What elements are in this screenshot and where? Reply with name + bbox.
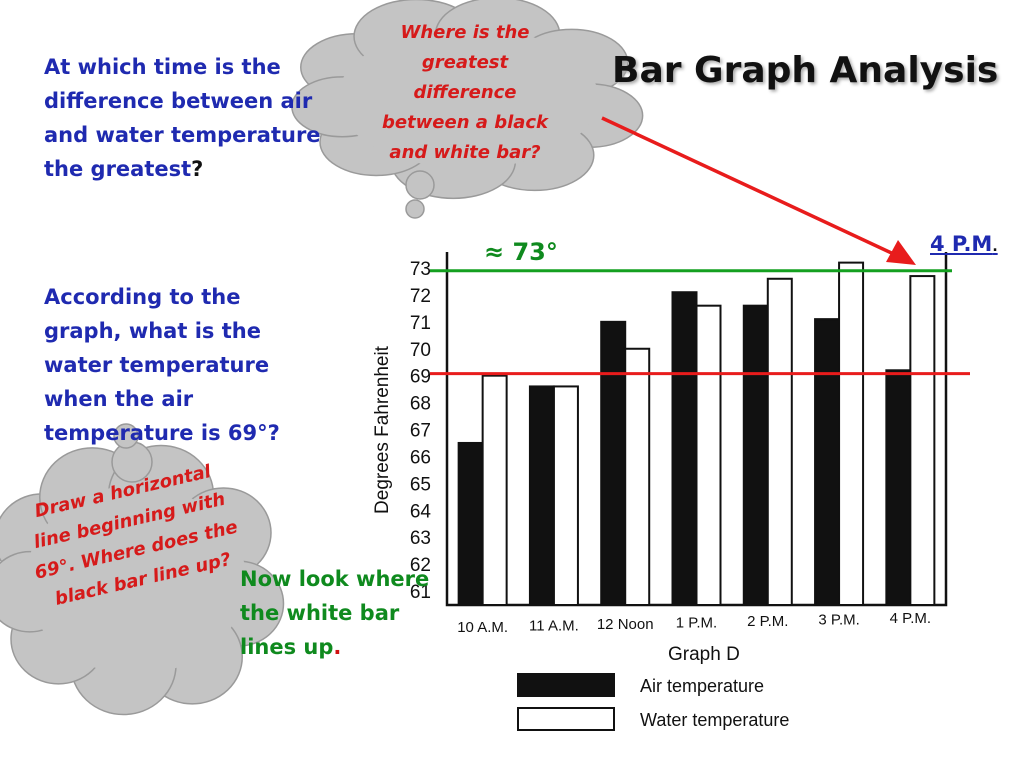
slide-title: Bar Graph Analysis (612, 50, 999, 91)
hint-white-bar: Now look where the white bar lines up. (240, 562, 440, 664)
cloud-tail-dot (113, 423, 139, 449)
answer-time-period: . (992, 239, 998, 255)
bar-air-temperature (600, 320, 627, 606)
bar-air-temperature (671, 291, 698, 606)
hint-period: . (333, 635, 342, 659)
bar-air-temperature (814, 318, 841, 606)
y-tick-label: 66 (410, 447, 431, 468)
bar-air-temperature (742, 304, 769, 606)
bar-air-temperature (457, 441, 484, 607)
question-greatest-difference: At which time is the difference between … (44, 50, 334, 186)
legend-swatch (517, 673, 615, 697)
bar-water-temperature (695, 304, 722, 606)
y-tick-label: 70 (410, 340, 431, 361)
chart-title: Graph D (668, 644, 740, 665)
thought-bubble-left (0, 423, 285, 716)
cloud-tail-dot (405, 199, 425, 219)
legend-label: Air temperature (640, 676, 764, 696)
thought-bubble-top (291, 0, 644, 219)
bubble1-text: Where is the greatest difference between… (381, 22, 549, 163)
y-tick-label: 69 (410, 367, 431, 388)
cloud-body (337, 27, 599, 169)
y-tick-label: 73 (410, 259, 431, 280)
bar-water-temperature (481, 374, 508, 606)
x-tick-label: 2 P.M. (747, 613, 788, 630)
y-tick-label: 62 (410, 555, 431, 576)
question1-text: At which time is the difference between … (44, 55, 321, 181)
bar-water-temperature (624, 347, 651, 606)
y-tick-label: 67 (410, 421, 431, 442)
x-tick-label: 10 A.M. (457, 619, 508, 636)
x-tick-label: 11 A.M. (529, 618, 579, 635)
y-tick-label: 63 (410, 528, 431, 549)
bar-air-temperature (528, 385, 555, 606)
cloud-tail-dot (405, 170, 435, 200)
y-tick-label: 65 (410, 474, 431, 495)
y-tick-label: 72 (410, 286, 431, 307)
legend-label: Water temperature (640, 710, 789, 730)
cloud-body (26, 485, 246, 675)
x-tick-label: 3 P.M. (818, 612, 859, 629)
bar-water-temperature (838, 261, 865, 606)
x-tick-label: 12 Noon (597, 616, 654, 633)
bar-water-temperature (909, 275, 936, 606)
answer-time-text: 4 P.M (930, 232, 993, 256)
answer-temperature: ≈ 73° (484, 238, 558, 266)
y-tick-label: 64 (410, 501, 432, 522)
bar-water-temperature (766, 277, 793, 606)
bar-water-temperature (552, 385, 579, 606)
answer-time: 4 P.M. (930, 232, 998, 256)
legend-swatch (517, 707, 615, 731)
y-tick-label: 68 (410, 394, 431, 415)
y-tick-label: 61 (410, 582, 431, 603)
y-axis-ticks: 61 62 63 64 65 66 67 68 69 70 71 72 73 (410, 259, 432, 603)
question-water-temperature: According to the graph, what is the wate… (44, 285, 280, 445)
hint-text: Now look where the white bar lines up (240, 567, 430, 659)
x-tick-label: 4 P.M. (890, 610, 931, 627)
bar-air-temperature (885, 369, 912, 606)
x-axis-labels: 10 A.M. 11 A.M. 12 Noon 1 P.M. 2 P.M. 3 P.M. 4… (457, 610, 931, 636)
y-tick-label: 71 (410, 313, 431, 334)
y-axis-label: Degrees Fahrenheit (372, 345, 393, 514)
legend: Air temperature Water temperature (517, 673, 789, 731)
question1-mark: ? (191, 157, 204, 181)
bars (457, 261, 936, 607)
x-tick-label: 1 P.M. (676, 615, 717, 632)
